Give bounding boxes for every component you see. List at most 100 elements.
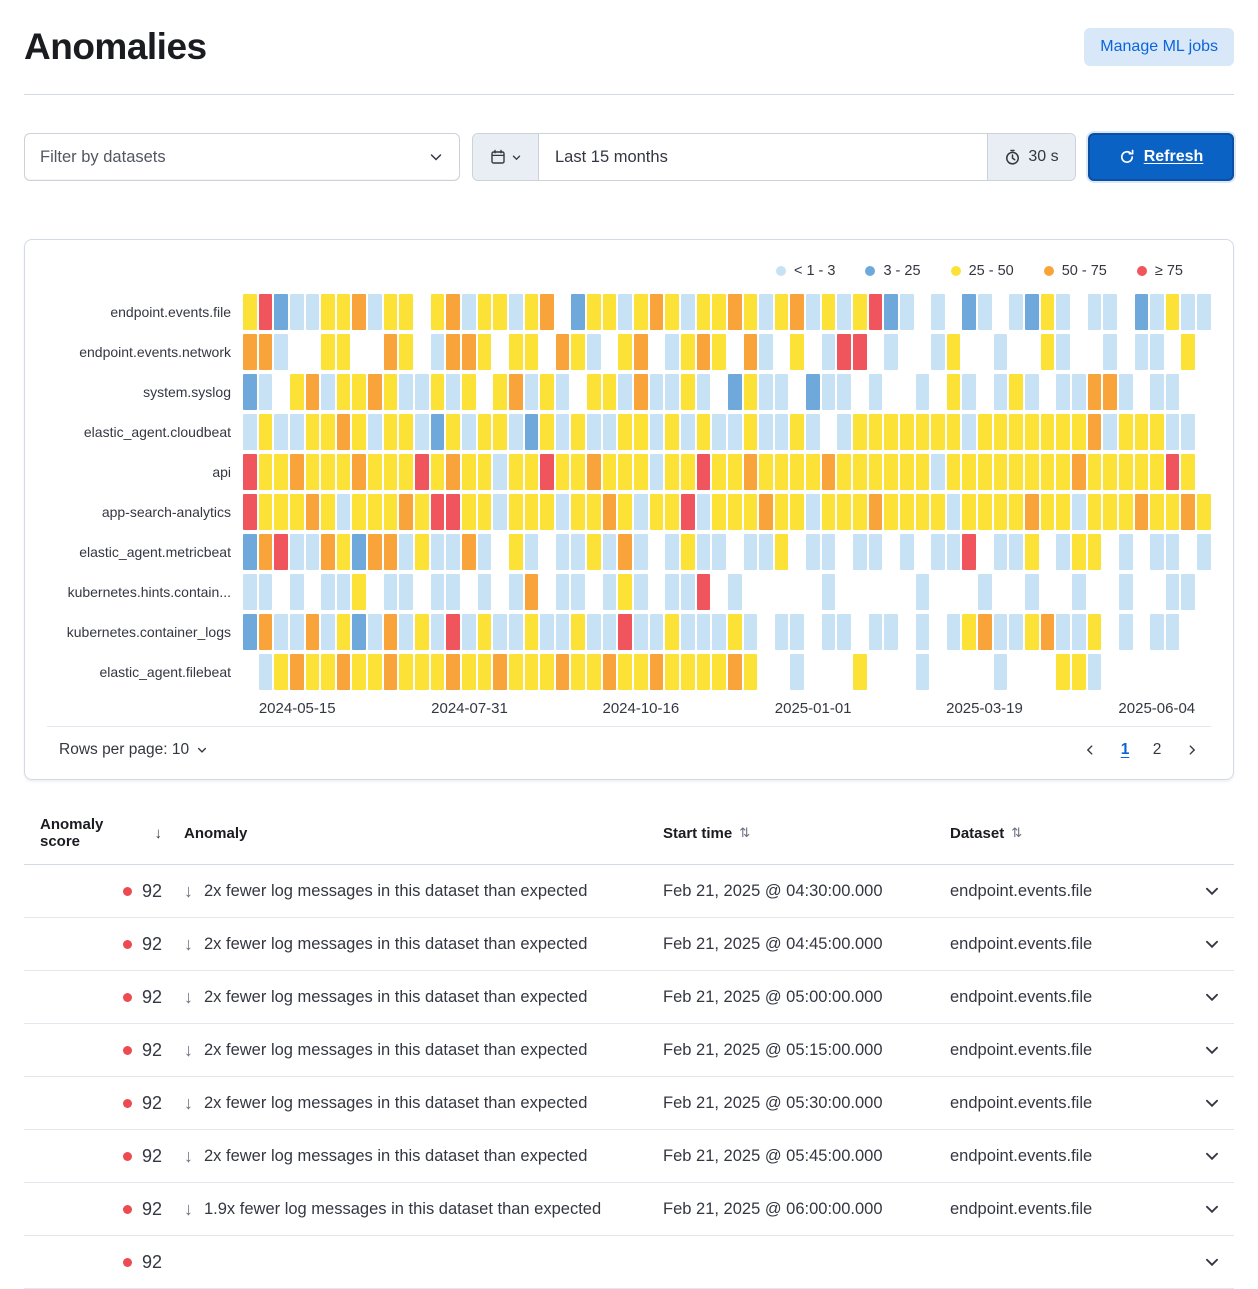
heatmap-cell[interactable] (1165, 294, 1180, 330)
heatmap-cell[interactable] (430, 294, 445, 330)
heatmap-cell[interactable] (1118, 374, 1133, 410)
heatmap-cell[interactable] (696, 334, 711, 370)
heatmap-cell[interactable] (555, 374, 570, 410)
heatmap-cell[interactable] (555, 414, 570, 450)
heatmap-cell[interactable] (837, 334, 851, 370)
heatmap-cell[interactable] (665, 414, 679, 450)
next-page-button[interactable] (1177, 735, 1207, 765)
heatmap-cell[interactable] (759, 294, 773, 330)
heatmap-cell[interactable] (618, 454, 633, 490)
heatmap-cell[interactable] (727, 374, 742, 410)
heatmap-cell[interactable] (305, 494, 320, 530)
heatmap-cell[interactable] (852, 414, 867, 450)
heatmap-cell[interactable] (508, 534, 523, 570)
heatmap-cell[interactable] (383, 574, 398, 610)
heatmap-cell[interactable] (274, 334, 288, 370)
heatmap-cell[interactable] (1181, 454, 1196, 490)
heatmap-cell[interactable] (289, 614, 304, 650)
heatmap-cell[interactable] (665, 374, 679, 410)
heatmap-cell[interactable] (446, 654, 460, 690)
heatmap-cell[interactable] (868, 374, 883, 410)
heatmap-cell[interactable] (868, 494, 883, 530)
heatmap-cell[interactable] (852, 454, 867, 490)
heatmap-cell[interactable] (774, 614, 789, 650)
heatmap-cell[interactable] (540, 614, 554, 650)
previous-page-button[interactable] (1075, 735, 1105, 765)
heatmap-cell[interactable] (962, 494, 977, 530)
heatmap-cell[interactable] (289, 414, 304, 450)
heatmap-cell[interactable] (602, 294, 617, 330)
heatmap-cell[interactable] (305, 534, 320, 570)
heatmap-cell[interactable] (665, 494, 679, 530)
heatmap-cell[interactable] (821, 334, 836, 370)
heatmap-cell[interactable] (1056, 374, 1070, 410)
heatmap-cell[interactable] (430, 534, 445, 570)
dataset-filter-select[interactable]: Filter by datasets (24, 133, 460, 181)
heatmap-cell[interactable] (602, 494, 617, 530)
heatmap-cell[interactable] (1071, 374, 1086, 410)
heatmap-cell[interactable] (571, 534, 586, 570)
heatmap-cell[interactable] (1009, 614, 1024, 650)
heatmap-cell[interactable] (1118, 534, 1133, 570)
heatmap-cell[interactable] (884, 334, 898, 370)
heatmap-cell[interactable] (993, 494, 1008, 530)
heatmap-cell[interactable] (1087, 294, 1102, 330)
heatmap-cell[interactable] (665, 454, 679, 490)
heatmap-cell[interactable] (978, 574, 992, 610)
heatmap-cell[interactable] (321, 614, 335, 650)
heatmap-cell[interactable] (1150, 614, 1164, 650)
heatmap-cell[interactable] (352, 614, 367, 650)
heatmap-cell[interactable] (571, 294, 586, 330)
heatmap-cell[interactable] (477, 494, 492, 530)
heatmap-cell[interactable] (884, 614, 898, 650)
heatmap-cell[interactable] (1040, 494, 1055, 530)
heatmap-cell[interactable] (743, 494, 758, 530)
heatmap-cell[interactable] (508, 494, 523, 530)
heatmap-cell[interactable] (477, 294, 492, 330)
heatmap-cell[interactable] (602, 574, 617, 610)
heatmap-cell[interactable] (321, 454, 335, 490)
heatmap-cell[interactable] (555, 454, 570, 490)
heatmap-cell[interactable] (727, 414, 742, 450)
heatmap-cell[interactable] (336, 574, 351, 610)
heatmap-cell[interactable] (712, 654, 726, 690)
heatmap-cell[interactable] (258, 534, 273, 570)
expand-row-button[interactable] (1196, 1034, 1228, 1066)
heatmap-cell[interactable] (352, 534, 367, 570)
heatmap-cell[interactable] (774, 454, 789, 490)
heatmap-cell[interactable] (461, 334, 476, 370)
heatmap-cell[interactable] (1087, 494, 1102, 530)
heatmap-cell[interactable] (743, 614, 758, 650)
heatmap-cell[interactable] (524, 574, 539, 610)
page-number-button[interactable]: 2 (1143, 735, 1171, 765)
heatmap-cell[interactable] (1165, 374, 1180, 410)
heatmap-cell[interactable] (383, 374, 398, 410)
heatmap-cell[interactable] (868, 534, 883, 570)
heatmap-cell[interactable] (712, 494, 726, 530)
heatmap-cell[interactable] (1150, 494, 1164, 530)
heatmap-cell[interactable] (649, 454, 664, 490)
heatmap-cell[interactable] (899, 494, 914, 530)
heatmap-cell[interactable] (555, 334, 570, 370)
heatmap-cell[interactable] (1150, 414, 1164, 450)
heatmap-cell[interactable] (790, 334, 805, 370)
heatmap-cell[interactable] (915, 654, 930, 690)
heatmap-cell[interactable] (1103, 414, 1117, 450)
heatmap-cell[interactable] (415, 454, 429, 490)
heatmap-cell[interactable] (274, 614, 288, 650)
heatmap-cell[interactable] (352, 374, 367, 410)
heatmap-cell[interactable] (931, 494, 945, 530)
heatmap-cell[interactable] (915, 374, 930, 410)
heatmap-cell[interactable] (461, 654, 476, 690)
heatmap-cell[interactable] (274, 654, 288, 690)
heatmap-cell[interactable] (634, 294, 648, 330)
heatmap-cell[interactable] (790, 614, 805, 650)
heatmap-cell[interactable] (461, 454, 476, 490)
heatmap-cell[interactable] (399, 614, 414, 650)
heatmap-cell[interactable] (946, 414, 961, 450)
heatmap-cell[interactable] (806, 494, 820, 530)
heatmap-cell[interactable] (680, 294, 695, 330)
heatmap-cell[interactable] (571, 454, 586, 490)
heatmap-cell[interactable] (774, 494, 789, 530)
heatmap-cell[interactable] (774, 414, 789, 450)
